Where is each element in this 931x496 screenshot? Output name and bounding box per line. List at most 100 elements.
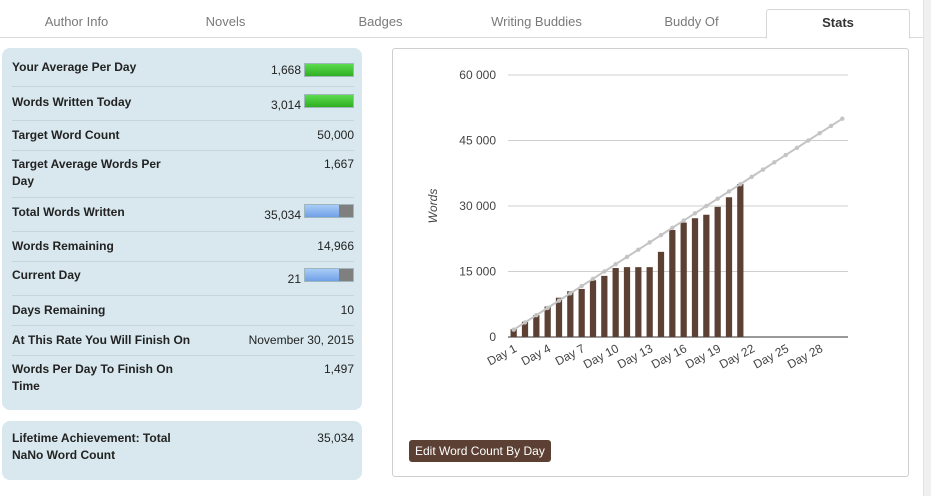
target-point	[636, 247, 641, 252]
target-point	[794, 145, 800, 150]
target-point	[738, 181, 743, 187]
stat-label: Words Remaining	[12, 239, 114, 253]
stats-panel: Your Average Per Day 1,668 Words Written…	[2, 48, 362, 410]
word-count-chart: 0 15 000 30 000 45 000 60 000 Words Day 1 Day 4…	[426, 68, 848, 372]
x-tick-label: Day 4	[519, 341, 554, 368]
stat-row-days-remaining: Days Remaining 10	[12, 295, 354, 325]
stat-label: Words Per Day To Finish On Time	[12, 362, 173, 393]
target-point	[681, 218, 686, 223]
x-tick-label: Day 13	[615, 341, 655, 371]
target-point	[658, 232, 664, 238]
progress-bar	[304, 268, 354, 282]
target-point	[670, 225, 675, 231]
chart-bar	[601, 275, 608, 337]
chart-bar	[737, 184, 744, 337]
target-point	[534, 312, 539, 318]
chart-bar	[725, 197, 733, 337]
target-point	[772, 160, 777, 165]
target-point	[806, 138, 811, 143]
target-point	[590, 276, 596, 281]
target-point	[556, 298, 562, 303]
stat-value: 21	[287, 272, 301, 286]
x-tick-label: Day 19	[683, 341, 723, 371]
chart-bar	[567, 291, 574, 337]
target-point	[840, 116, 845, 121]
target-point	[568, 291, 573, 296]
word-count-chart-box: 0 15 000 30 000 45 000 60 000 Words Day 1 Day 4…	[392, 48, 909, 477]
stat-row-target-average: Target Average Words Per Day 1,667	[12, 150, 354, 197]
stat-label: Words Written Today	[12, 95, 132, 109]
stat-label: Target Word Count	[12, 128, 120, 142]
target-line	[513, 117, 843, 331]
chart-bar	[680, 222, 687, 337]
chart-bar	[510, 329, 517, 337]
stat-value: 10	[340, 303, 354, 317]
target-point	[522, 320, 528, 325]
stat-value: 1,667	[323, 157, 354, 171]
chart-bar	[589, 280, 597, 337]
chart-bar	[533, 315, 540, 337]
progress-bar	[304, 63, 354, 77]
target-point	[545, 305, 550, 311]
target-point	[726, 189, 732, 194]
chart-bar	[657, 251, 665, 337]
chart-bar	[544, 306, 551, 337]
progress-bar	[304, 204, 354, 218]
target-point	[647, 240, 652, 245]
target-point	[624, 254, 630, 260]
x-tick-label: Day 10	[581, 341, 621, 371]
stat-value: November 30, 2015	[248, 333, 354, 347]
stat-label: Days Remaining	[12, 303, 106, 317]
tab-writing-buddies[interactable]: Writing Buddies	[491, 14, 582, 29]
edit-word-count-button[interactable]: Edit Word Count By Day	[409, 440, 551, 462]
tab-badges[interactable]: Badges	[358, 14, 403, 29]
stat-value: 1,668	[270, 63, 301, 77]
stat-value: 50,000	[317, 128, 354, 142]
target-point	[828, 123, 834, 129]
page-scrollbar[interactable]	[923, 0, 931, 496]
chart-bar	[703, 214, 710, 337]
y-tick-label: 0	[489, 330, 496, 344]
stat-row-target-word-count: Target Word Count 50,000	[12, 120, 354, 150]
stat-row-words-today: Words Written Today 3,014	[12, 86, 354, 120]
stat-label: Target Average Words Per Day	[12, 157, 161, 188]
x-tick-label: Day 28	[785, 341, 825, 371]
chart-bar	[555, 297, 563, 337]
x-tick-label: Day 16	[649, 341, 689, 371]
chart-bar	[623, 267, 631, 337]
target-point	[715, 196, 720, 201]
progress-bar	[304, 94, 354, 108]
stat-row-words-remaining: Words Remaining 14,966	[12, 231, 354, 261]
chart-bar	[646, 267, 653, 337]
tab-author-info[interactable]: Author Info	[44, 14, 109, 29]
target-point	[511, 327, 516, 332]
chart-bar	[578, 288, 585, 337]
stat-row-current-day: Current Day 21	[12, 261, 354, 295]
chart-bar	[691, 218, 699, 337]
stat-value: 1,497	[323, 362, 354, 376]
stat-value: 35,034	[317, 431, 354, 445]
progress-fill	[305, 269, 339, 281]
target-point	[749, 174, 754, 180]
stat-row-total-written: Total Words Written 35,034	[12, 197, 354, 231]
x-tick-label: Day 25	[751, 341, 791, 371]
tab-novels[interactable]: Novels	[205, 14, 246, 29]
y-tick-label: 15 000	[459, 265, 496, 279]
profile-tabs: Author Info Novels Badges Writing Buddie…	[0, 0, 931, 39]
stat-row-per-day-to-finish: Words Per Day To Finish On Time 1,497	[12, 355, 354, 403]
tab-stats[interactable]: Stats	[766, 9, 910, 39]
y-axis-label: Words	[426, 189, 440, 224]
tab-buddy-of[interactable]: Buddy Of	[664, 14, 719, 29]
target-point	[579, 283, 584, 289]
target-point	[817, 131, 822, 136]
stat-row-average-per-day: Your Average Per Day 1,668	[12, 52, 354, 86]
target-point	[692, 211, 698, 216]
chart-bar	[612, 268, 619, 337]
x-tick-label: Day 1	[485, 341, 520, 368]
chart-bar	[635, 267, 642, 337]
progress-fill	[305, 205, 339, 217]
progress-fill	[305, 95, 353, 107]
stat-value: 35,034	[264, 208, 301, 222]
target-point	[760, 167, 766, 172]
y-tick-label: 30 000	[459, 199, 496, 213]
